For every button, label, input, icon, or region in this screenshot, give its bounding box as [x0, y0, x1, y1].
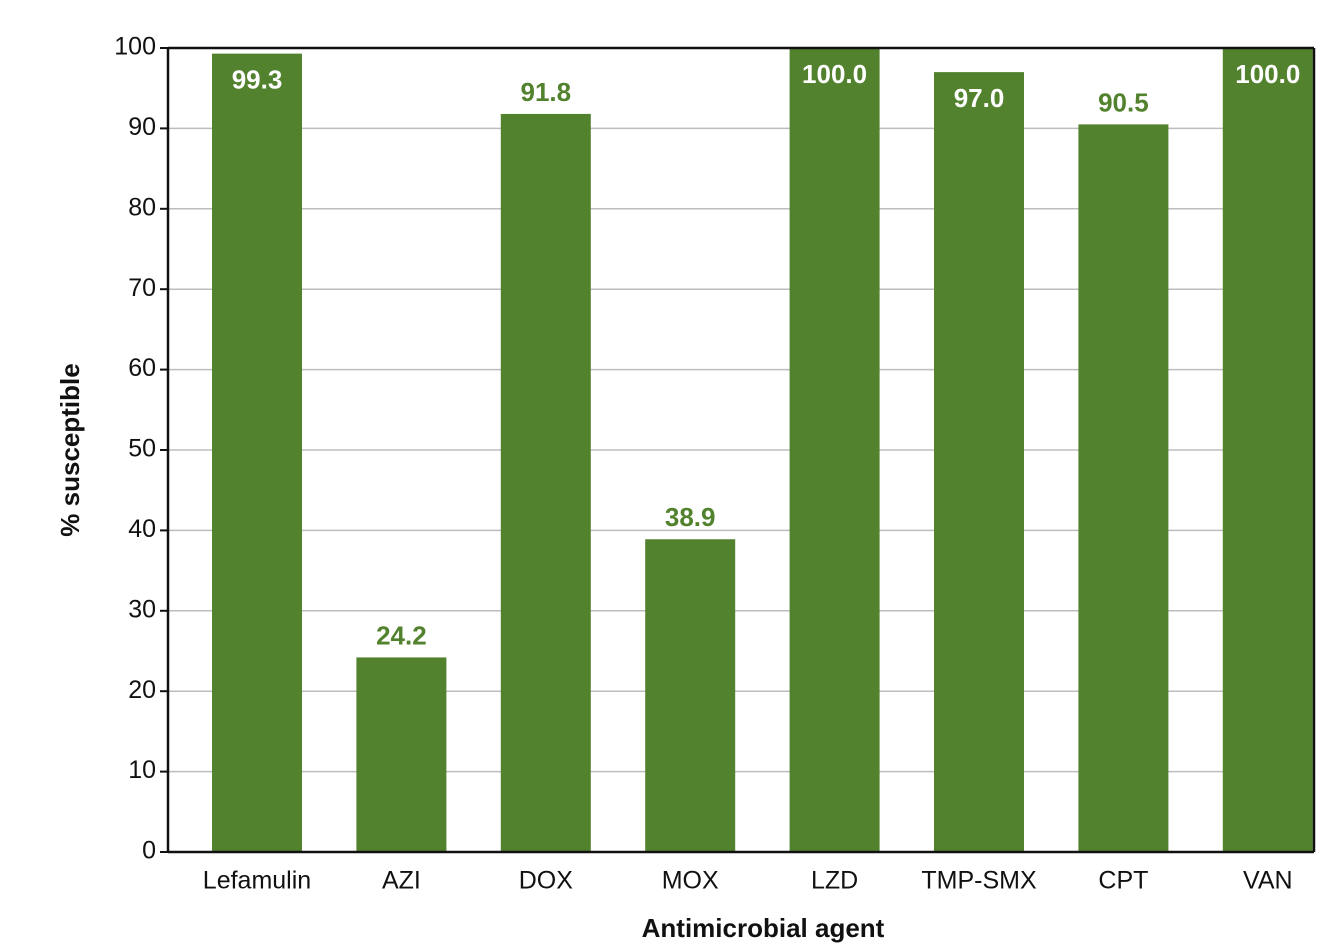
x-tick-label: VAN: [1243, 867, 1293, 895]
y-tick-label: 40: [128, 515, 156, 543]
value-label: 100.0: [802, 59, 867, 89]
value-label: 99.3: [232, 65, 283, 95]
bar: [356, 657, 447, 852]
bar: [500, 113, 591, 853]
x-tick-label: CPT: [1098, 867, 1148, 895]
value-label: 91.8: [520, 77, 571, 107]
value-label: 100.0: [1235, 59, 1300, 89]
y-tick-label: 80: [128, 193, 156, 221]
x-tick-label: DOX: [519, 867, 574, 895]
x-axis-label: Antimicrobial agent: [642, 913, 885, 943]
y-tick-label: 50: [128, 435, 156, 463]
value-label: 90.5: [1098, 87, 1149, 117]
y-axis-label: % susceptible: [55, 363, 85, 536]
y-tick-label: 60: [128, 354, 156, 382]
y-tick-label: 0: [142, 837, 156, 865]
y-tick-label: 70: [128, 274, 156, 302]
bar: [212, 53, 302, 853]
y-tick-label: 30: [128, 595, 156, 623]
y-tick-label: 90: [128, 113, 156, 141]
y-tick-label: 10: [128, 756, 156, 784]
x-tick-label: MOX: [662, 867, 719, 895]
x-tick-label: LZD: [811, 867, 858, 895]
value-label: 97.0: [954, 83, 1005, 113]
y-tick-label: 100: [114, 33, 156, 61]
bar: [1078, 124, 1169, 852]
value-label: 24.2: [376, 620, 427, 650]
bar: [645, 539, 736, 852]
x-tick-label: AZI: [382, 867, 421, 895]
y-tick-label: 20: [128, 676, 156, 704]
x-tick-label: TMP-SMX: [921, 867, 1037, 895]
bar: [1222, 48, 1313, 852]
value-label: 38.9: [665, 502, 716, 532]
bar: [789, 48, 880, 852]
x-tick-label: Lefamulin: [203, 867, 311, 895]
bar: [934, 72, 1024, 853]
